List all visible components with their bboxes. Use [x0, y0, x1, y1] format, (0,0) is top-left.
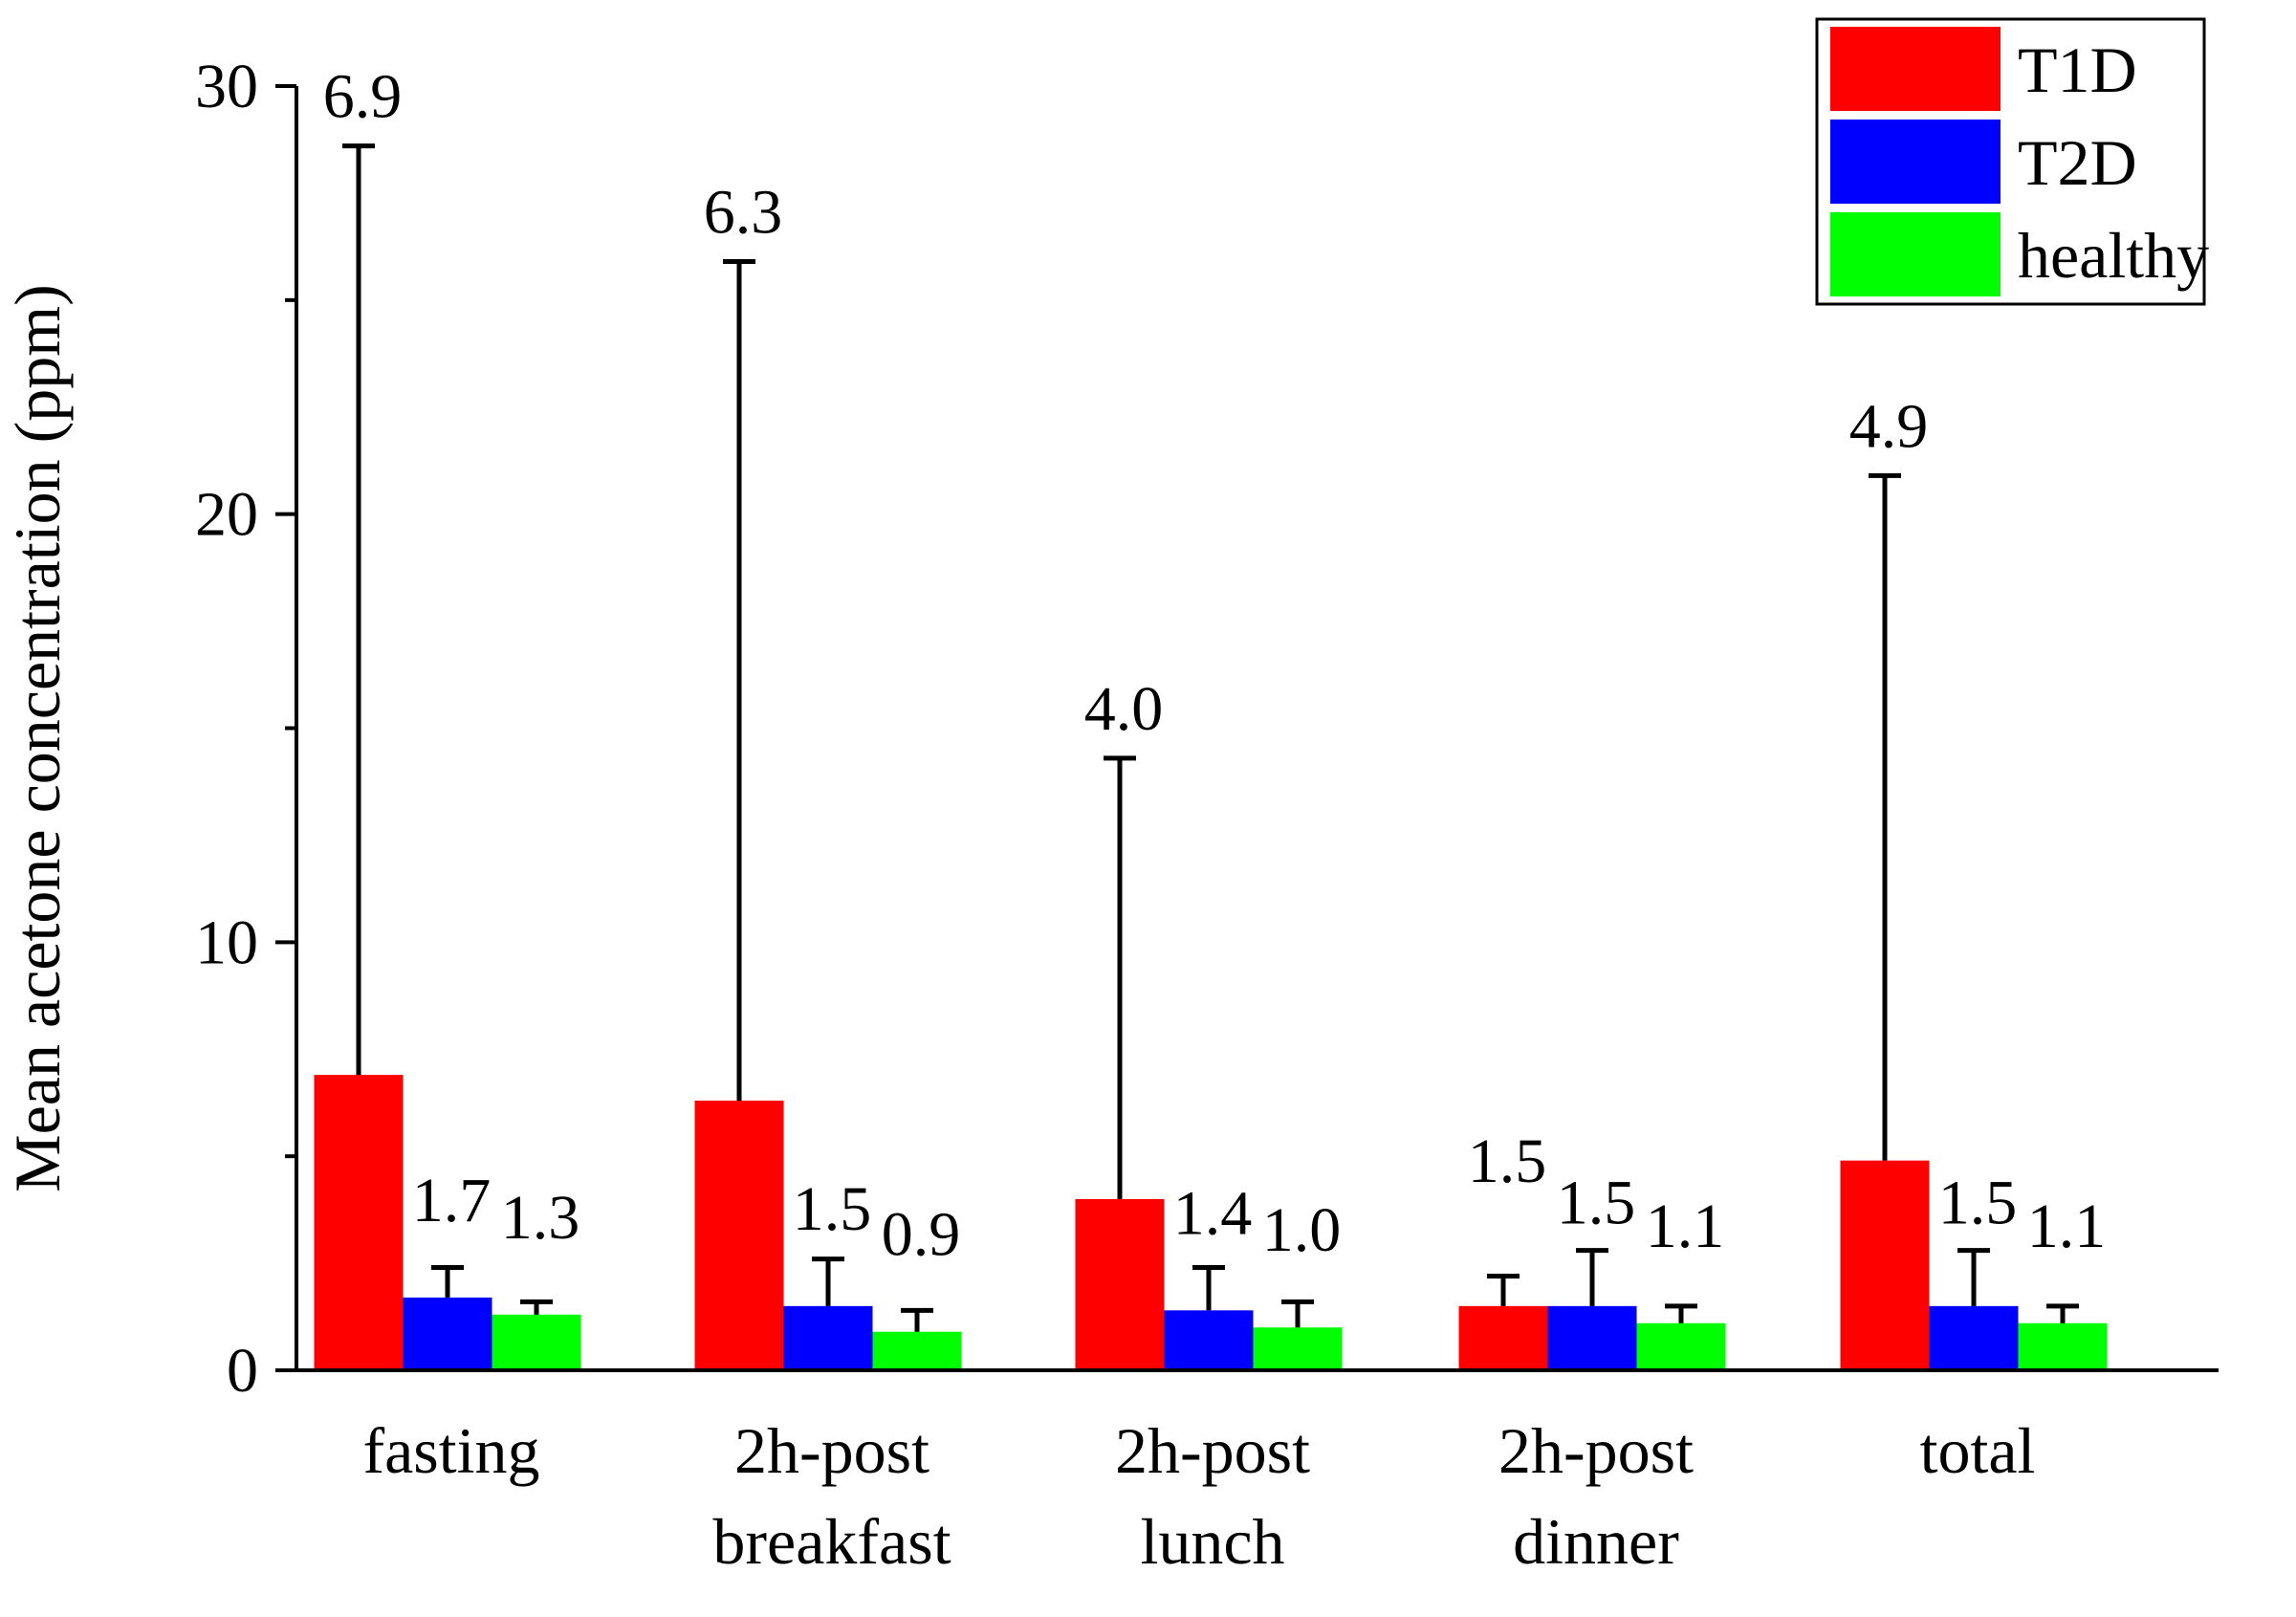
- category-label-4: total: [1920, 1414, 2036, 1487]
- bar-t1d-3: [1458, 1305, 1548, 1370]
- labels-layer: 6.96.34.01.54.91.7 1.5 1.4 1.5 1.51.3 0.9 1.0 1…: [323, 62, 2107, 1270]
- category-label-line: total: [1920, 1414, 2036, 1487]
- bar-t1d-1: [694, 1100, 784, 1370]
- error-bars-layer: [342, 143, 2079, 1332]
- value-label-t1d-4: 4.9: [1849, 391, 1929, 461]
- legend-label-t1d: T1D: [2018, 33, 2137, 106]
- bar-healthy-1: [872, 1331, 962, 1370]
- value-label-healthy-0: 1.3: [501, 1183, 580, 1253]
- bar-t1d-4: [1840, 1160, 1930, 1370]
- y-tick-label-10: 10: [195, 907, 258, 977]
- value-label-t2d-0: 1.7: [412, 1166, 492, 1235]
- bar-t2d-4: [1929, 1305, 2019, 1370]
- value-label-healthy-4: 1.1: [2027, 1191, 2107, 1261]
- bar-healthy-4: [2018, 1322, 2108, 1370]
- value-label-t2d-2: 1.4: [1173, 1178, 1253, 1248]
- category-label-1: 2h-post breakfast: [712, 1414, 951, 1578]
- legend-swatch-t1d: [1830, 27, 2001, 111]
- value-label-healthy-3: 1.1: [1646, 1191, 1725, 1261]
- bar-t2d-3: [1547, 1305, 1637, 1370]
- y-tick-label-0: 0: [227, 1336, 258, 1406]
- category-label-3: 2h-post dinner: [1498, 1414, 1694, 1578]
- category-label-line: 2h-post: [734, 1414, 929, 1487]
- category-label-line: lunch: [1140, 1505, 1284, 1578]
- legend-label-healthy: healthy: [2018, 219, 2209, 292]
- y-axis-label: Mean acetone concentration (ppm): [1, 284, 74, 1192]
- category-label-line: 2h-post: [1115, 1414, 1310, 1487]
- bars-layer: [314, 1075, 2108, 1370]
- bar-healthy-0: [492, 1314, 581, 1370]
- bar-t2d-0: [403, 1297, 492, 1370]
- value-label-t2d-3: 1.5: [1557, 1169, 1636, 1238]
- y-tick-label-30: 30: [195, 52, 258, 121]
- value-label-t2d-1: 1.5: [793, 1174, 872, 1244]
- bar-t2d-1: [783, 1305, 873, 1370]
- legend: T1D T2D healthy: [1815, 17, 2209, 306]
- value-label-healthy-1: 0.9: [882, 1200, 961, 1270]
- value-label-t2d-4: 1.5: [1938, 1169, 2018, 1238]
- value-label-t1d-1: 6.3: [704, 178, 783, 248]
- legend-swatch-healthy: [1830, 212, 2001, 296]
- value-label-healthy-2: 1.0: [1262, 1195, 1342, 1265]
- y-tick-label-20: 20: [195, 480, 258, 550]
- value-label-t1d-2: 4.0: [1084, 674, 1164, 744]
- bar-t1d-0: [314, 1075, 404, 1370]
- category-label-2: 2h-post lunch: [1115, 1414, 1310, 1578]
- legend-label-t2d: T2D: [2018, 126, 2137, 199]
- legend-swatch-t2d: [1830, 120, 2001, 204]
- axes-layer: 0 10 20 30 fasting 2h-post breakfast 2h-post lun…: [195, 52, 2219, 1578]
- category-label-line: 2h-post: [1498, 1414, 1694, 1487]
- category-label-0: fasting: [362, 1414, 539, 1487]
- bar-t1d-2: [1075, 1198, 1165, 1370]
- value-label-t1d-3: 1.5: [1468, 1126, 1547, 1196]
- category-label-line: dinner: [1513, 1505, 1679, 1578]
- bar-healthy-3: [1636, 1322, 1726, 1370]
- bar-healthy-2: [1253, 1327, 1343, 1370]
- value-label-t1d-0: 6.9: [323, 62, 403, 132]
- category-label-line: fasting: [362, 1414, 539, 1487]
- category-label-line: breakfast: [712, 1505, 951, 1578]
- bar-t2d-2: [1164, 1310, 1254, 1370]
